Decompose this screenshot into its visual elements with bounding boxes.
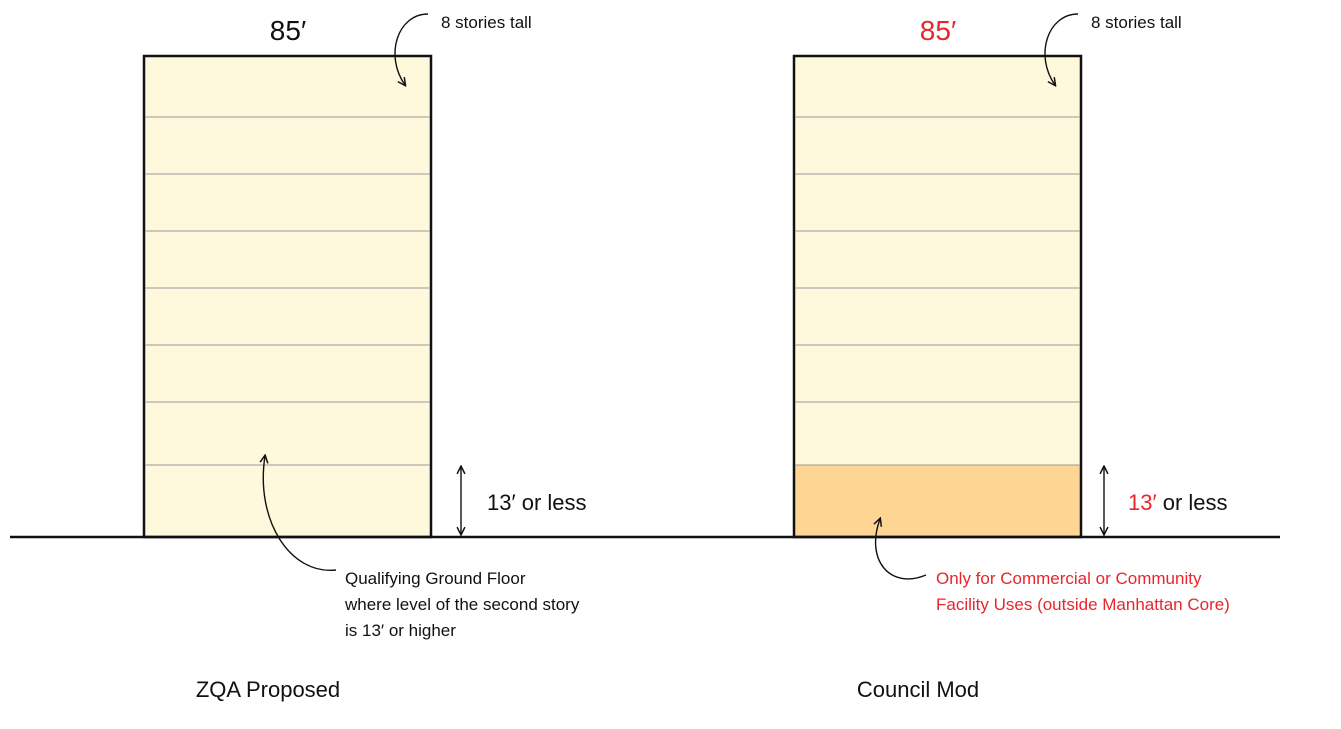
ground-suffix: or less <box>522 490 587 515</box>
ground-height: 13′ <box>487 490 516 515</box>
stories-arrow <box>1044 13 1079 85</box>
floor-lines <box>145 116 430 466</box>
note-line: is 13′ or higher <box>345 621 456 640</box>
note-arrow <box>876 519 927 580</box>
stories-arrow <box>394 13 429 85</box>
ground-height: 13′ <box>1128 490 1157 515</box>
note-line: where level of the second story <box>344 595 580 614</box>
ground-height-label: 13′ or less <box>1128 490 1228 515</box>
stories-label: 8 stories tall <box>1091 13 1182 32</box>
caption: ZQA Proposed <box>196 677 340 702</box>
building <box>794 56 1081 537</box>
ground-height-label: 13′ or less <box>487 490 587 515</box>
note-line: Qualifying Ground Floor <box>345 569 526 588</box>
stories-label: 8 stories tall <box>441 13 532 32</box>
note-line: Facility Uses (outside Manhattan Core) <box>936 595 1230 614</box>
panel-zqa: 85′ 8 stories tall 13′ or less Qualifyin… <box>142 13 587 702</box>
panel-council: 85′ 8 stories tall 13′ or less Only for … <box>792 13 1230 702</box>
height-label: 85′ <box>920 15 956 46</box>
floor-lines <box>795 116 1080 466</box>
note-arrow <box>263 456 337 571</box>
height-label: 85′ <box>270 15 306 46</box>
caption: Council Mod <box>857 677 979 702</box>
ground-floor <box>794 465 1081 537</box>
building <box>142 54 433 539</box>
ground-suffix: or less <box>1163 490 1228 515</box>
note-line: Only for Commercial or Community <box>936 569 1202 588</box>
